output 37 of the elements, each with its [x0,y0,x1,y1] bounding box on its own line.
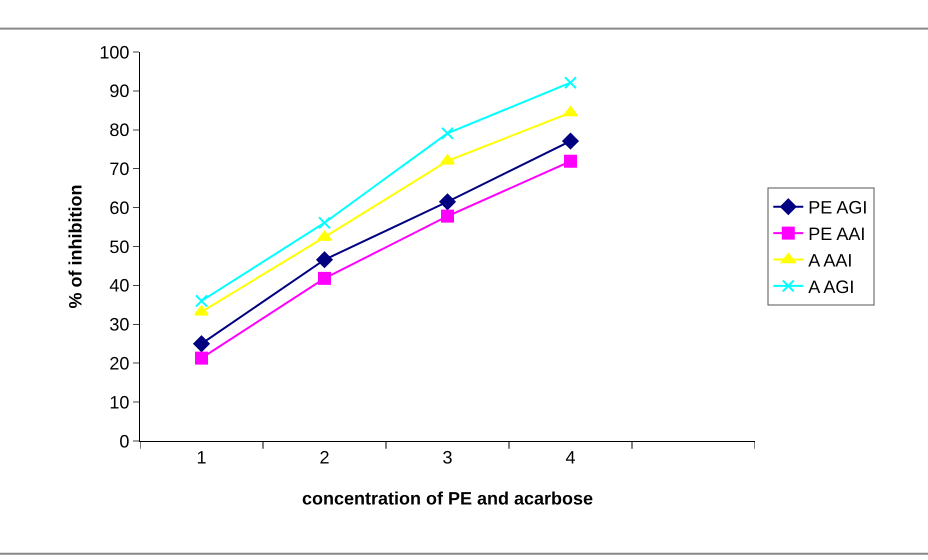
point [317,230,332,241]
point [439,194,456,210]
point [193,336,210,352]
y-tick-label: 90 [109,81,130,102]
y-tick-label: 50 [109,236,130,257]
x-tick-label: 4 [565,448,576,468]
point [564,76,577,90]
point [563,106,578,116]
legend-label: A AAI [808,250,852,271]
y-axis-title: % of inhibition [66,184,86,308]
point [562,132,579,150]
point [195,294,208,308]
point [194,305,209,316]
point [564,154,577,168]
legend-label: PE AAI [808,224,866,244]
x-tick-label: 3 [442,448,453,468]
y-tick-label: 30 [109,314,130,335]
y-tick-label: 40 [109,276,130,296]
point [440,154,455,165]
legend-label: PE AGI [808,198,868,218]
point [318,272,331,285]
point [441,210,454,223]
y-tick-label: 100 [99,42,130,62]
x-tick-label: 1 [196,448,207,468]
x-tick-label: 2 [319,448,330,468]
point [318,216,331,230]
legend-label: A AGI [808,276,854,297]
y-tick-label: 60 [109,198,130,218]
y-tick-label: 0 [119,431,130,452]
point [441,126,454,140]
point [195,352,208,365]
y-tick-label: 70 [109,159,130,179]
point [316,252,333,268]
y-tick-label: 80 [109,120,130,140]
x-axis-title: concentration of PE and acarbose [302,488,594,509]
y-tick-label: 20 [109,354,130,374]
y-tick-label: 10 [109,392,130,412]
